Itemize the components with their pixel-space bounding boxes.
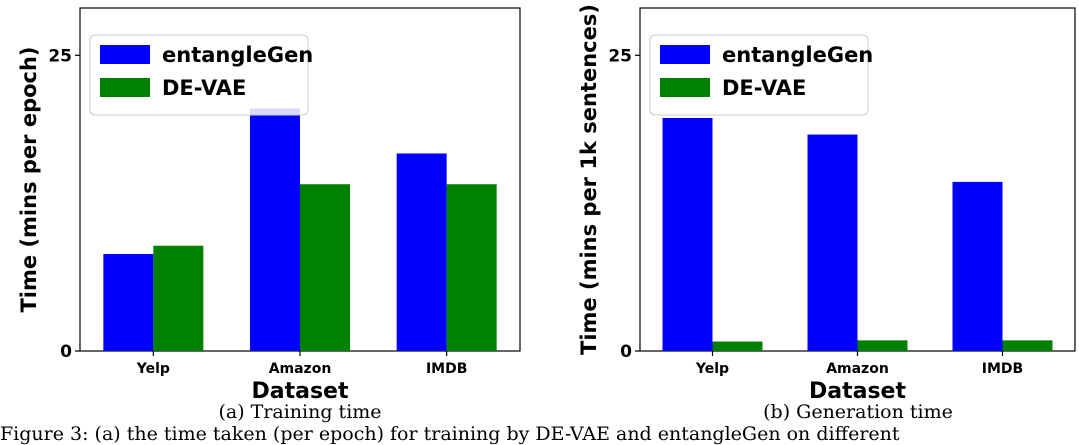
y-axis-label: Time (mins per epoch) — [17, 46, 41, 312]
bar-de-vae-yelp — [153, 245, 204, 351]
bar-entanglegen-yelp — [662, 117, 713, 351]
x-tick-label-amazon: Amazon — [826, 361, 889, 377]
bar-de-vae-yelp — [712, 341, 763, 351]
x-axis-label: Dataset — [809, 379, 906, 404]
subfigure-caption: (a) Training time — [218, 401, 381, 423]
bar-de-vae-imdb — [1002, 340, 1053, 351]
legend-label-entanglegen: entangleGen — [722, 43, 873, 67]
legend-swatch-entanglegen — [660, 45, 710, 64]
legend-label-entanglegen: entangleGen — [162, 43, 313, 67]
subfigure-caption: (b) Generation time — [763, 401, 953, 423]
bar-entanglegen-imdb — [952, 181, 1003, 351]
bar-de-vae-amazon — [857, 340, 908, 351]
x-tick-label-amazon: Amazon — [269, 361, 332, 377]
y-tick-label-0: 0 — [620, 342, 632, 362]
legend-swatch-de-vae — [660, 78, 710, 97]
x-tick-label-yelp: Yelp — [136, 361, 170, 377]
legend-label-de-vae: DE-VAE — [162, 76, 246, 100]
y-tick-label-25: 25 — [48, 46, 72, 66]
x-tick-label-imdb: IMDB — [426, 361, 467, 377]
legend-swatch-entanglegen — [100, 45, 150, 64]
legend-label-de-vae: DE-VAE — [722, 76, 806, 100]
bar-entanglegen-imdb — [396, 153, 447, 351]
bar-de-vae-amazon — [300, 184, 350, 351]
y-axis-label: Time (mins per 1k sentences) — [577, 4, 601, 355]
x-tick-label-yelp: Yelp — [695, 361, 729, 377]
bar-de-vae-imdb — [446, 184, 497, 351]
y-tick-label-25: 25 — [608, 46, 632, 66]
figure-caption: Figure 3: (a) the time taken (per epoch)… — [0, 423, 900, 445]
chart-generation-time: Yelp Amazon IMDB 0 25 Dataset Time (mins per 1… — [577, 4, 1076, 423]
x-tick-label-imdb: IMDB — [982, 361, 1023, 377]
chart-training-time: Yelp Amazon IMDB 0 25 Dataset Time (mins per e… — [17, 7, 521, 423]
y-tick-label-0: 0 — [60, 342, 72, 362]
x-axis-label: Dataset — [251, 379, 348, 404]
bar-entanglegen-yelp — [103, 254, 154, 351]
bar-entanglegen-amazon — [807, 134, 858, 351]
bar-entanglegen-amazon — [250, 108, 300, 351]
legend-swatch-de-vae — [100, 78, 150, 97]
